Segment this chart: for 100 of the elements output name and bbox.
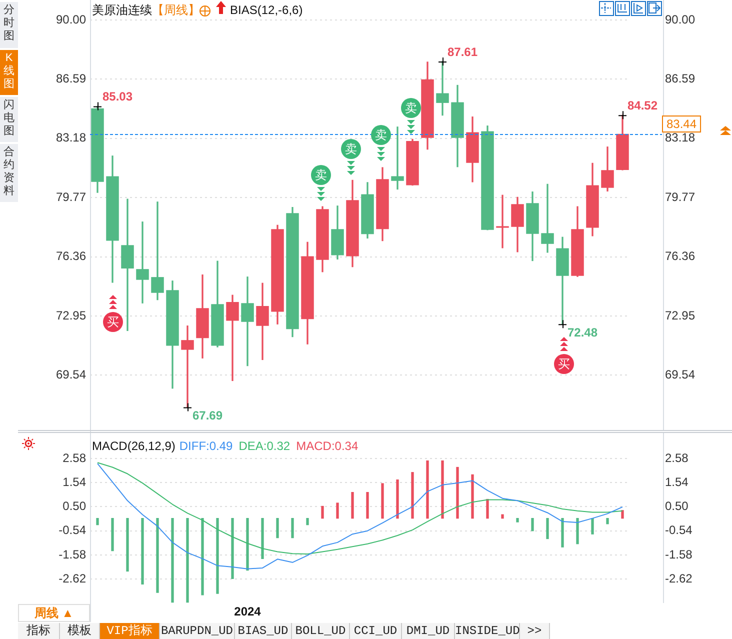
bar [96, 518, 99, 526]
bar [591, 518, 594, 534]
y2-tick-label: -2.62 [665, 571, 693, 586]
annotation: 卖 [401, 98, 421, 118]
bar [456, 466, 459, 519]
bar [276, 518, 279, 538]
y-tick-label: 83.18 [56, 130, 86, 145]
candlestick [121, 198, 134, 332]
y-tick-label: 72.95 [56, 308, 86, 322]
y-tick-label: -1.58 [58, 547, 86, 562]
bar [111, 518, 114, 552]
text: BOLL_UD [292, 623, 350, 639]
annotation: BIAS(12,-6,6) [230, 2, 303, 18]
y-tick-label: 86.59 [56, 71, 86, 86]
bar [261, 518, 264, 560]
y2-tick-label: 1.54 [665, 474, 689, 489]
annotation: 卖 [341, 139, 361, 159]
candlestick [151, 202, 164, 300]
text: MACD(26,12,9) [92, 439, 176, 453]
x-tick-label: 2024 [234, 604, 262, 619]
bar [321, 506, 324, 519]
chart-title: 美原油连续 [92, 3, 152, 17]
y2-tick-label: 72.95 [665, 308, 696, 322]
text: 周线 ▲ [18, 604, 90, 622]
bar [501, 514, 504, 519]
bar [186, 518, 189, 603]
text: BARUPDN_UD [160, 623, 235, 639]
text: DIFF:0.49 [179, 439, 233, 453]
annotation: 买 [103, 312, 123, 332]
bar [411, 472, 414, 519]
bar [471, 474, 474, 519]
bar [576, 518, 579, 544]
bar [486, 498, 489, 519]
text: DEA:0.32 [238, 439, 290, 453]
y-tick-label: 1.54 [62, 474, 86, 489]
bar [171, 518, 174, 603]
y2-tick-label: 2.58 [665, 450, 689, 465]
bar [141, 518, 144, 585]
bar [561, 518, 564, 548]
bar [336, 502, 339, 519]
bar [531, 518, 534, 532]
bar [546, 518, 549, 540]
text: 85.03 [102, 90, 133, 104]
chart-subtitle: 【周线】 [152, 3, 200, 17]
y2-tick-label: 83.18 [665, 130, 696, 145]
y-tick-label: 79.77 [56, 190, 86, 204]
text: INSIDE_UD [455, 623, 520, 639]
bar [156, 518, 159, 593]
bar [126, 518, 129, 572]
bar [366, 492, 369, 519]
candlestick [241, 276, 254, 366]
annotation: 卖 [371, 125, 391, 145]
y-tick-label: -0.54 [58, 523, 86, 538]
y2-tick-label: -0.54 [665, 523, 693, 538]
text: 67.69 [192, 408, 223, 423]
candlestick [496, 194, 509, 248]
y-tick-label: -2.62 [58, 571, 86, 586]
candlestick [136, 222, 149, 304]
candlestick [391, 126, 404, 190]
bar [216, 518, 219, 594]
text: K线图 [0, 50, 18, 95]
y-tick-label: 2.58 [62, 450, 86, 465]
y2-tick-label: 79.77 [665, 190, 696, 204]
y-tick-label: 0.50 [62, 499, 86, 514]
text: 84.52 [628, 98, 658, 112]
y2-tick-label: 76.36 [665, 249, 696, 264]
bar [246, 518, 249, 571]
bar [351, 492, 354, 519]
text: >> [520, 623, 550, 639]
bar [621, 510, 624, 519]
ref-line-label: 83.44 [666, 116, 697, 131]
y2-tick-label: 69.54 [665, 367, 696, 382]
text: MACD:0.34 [296, 439, 358, 453]
y-tick-label: 69.54 [56, 367, 86, 382]
bar [441, 460, 444, 519]
y2-tick-label: -1.58 [665, 547, 693, 562]
bar [231, 518, 234, 579]
text: DMI_UD [402, 623, 455, 639]
text: 分时图 [0, 2, 18, 48]
bar [396, 479, 399, 519]
text: 87.61 [448, 44, 478, 59]
text: VIP指标 [100, 623, 160, 639]
annotation: 卖 [311, 165, 331, 185]
bar [291, 518, 294, 538]
text: BIAS_UD [235, 623, 292, 639]
bar [381, 483, 384, 519]
bar [306, 518, 309, 526]
y2-tick-label: 0.50 [665, 499, 689, 514]
y-tick-label: 76.36 [56, 249, 86, 264]
bar [201, 518, 204, 596]
y2-tick-label: 86.59 [665, 71, 696, 86]
y2-tick-label: 90.00 [665, 12, 696, 26]
text: 72.48 [568, 325, 598, 340]
bar [606, 518, 609, 524]
y-tick-label: 90.00 [56, 12, 86, 26]
candlestick [541, 184, 554, 253]
candlestick [226, 294, 239, 382]
text: 指标 [18, 623, 60, 639]
bar [426, 460, 429, 519]
text: 闪电图 [0, 97, 18, 142]
